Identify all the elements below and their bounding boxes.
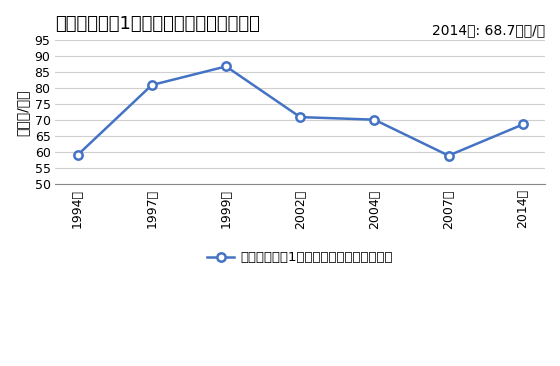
小売業の店舗1平米当たり年間商品販売額: [223, 64, 230, 68]
小売業の店舗1平米当たり年間商品販売額: [519, 122, 526, 127]
Y-axis label: ［万円/㎡］: ［万円/㎡］: [15, 89, 29, 135]
Legend: 小売業の店舗1平米当たり年間商品販売額: 小売業の店舗1平米当たり年間商品販売額: [202, 246, 398, 269]
小売業の店舗1平米当たり年間商品販売額: [445, 153, 452, 158]
Text: 小売業の店舗1平米当たり年間商品販売額: 小売業の店舗1平米当たり年間商品販売額: [55, 15, 260, 33]
小売業の店舗1平米当たり年間商品販売額: [371, 117, 378, 122]
Text: 2014年: 68.7万円/㎡: 2014年: 68.7万円/㎡: [432, 23, 545, 37]
Line: 小売業の店舗1平米当たり年間商品販売額: 小売業の店舗1平米当たり年間商品販売額: [73, 62, 527, 160]
小売業の店舗1平米当たり年間商品販売額: [297, 115, 304, 119]
小売業の店舗1平米当たり年間商品販売額: [148, 83, 155, 87]
小売業の店舗1平米当たり年間商品販売額: [74, 153, 81, 157]
